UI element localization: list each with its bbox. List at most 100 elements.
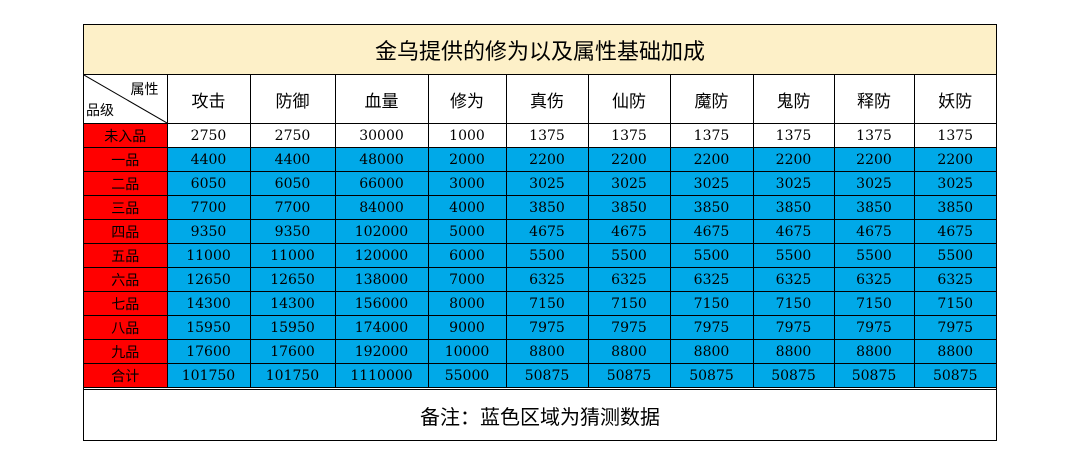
value-cell[interactable]: 6325: [669, 267, 754, 292]
value-cell[interactable]: 5500: [587, 243, 671, 268]
value-cell[interactable]: 6325: [752, 267, 835, 292]
value-cell[interactable]: 7975: [913, 315, 996, 340]
value-cell[interactable]: 84000: [334, 195, 429, 220]
grade-cell[interactable]: 合计: [84, 363, 168, 388]
value-cell[interactable]: 11000: [249, 243, 336, 268]
column-header[interactable]: 真伤: [505, 75, 589, 124]
value-cell[interactable]: 6325: [505, 267, 589, 292]
value-cell[interactable]: 7150: [752, 291, 835, 316]
column-header[interactable]: 血量: [334, 75, 429, 124]
value-cell[interactable]: 4675: [669, 219, 754, 244]
value-cell[interactable]: 2750: [166, 123, 251, 148]
value-cell[interactable]: 5500: [913, 243, 996, 268]
value-cell[interactable]: 8800: [833, 339, 915, 364]
column-header[interactable]: 仙防: [587, 75, 671, 124]
value-cell[interactable]: 3000: [427, 171, 507, 196]
value-cell[interactable]: 50875: [669, 363, 754, 388]
value-cell[interactable]: 1375: [833, 123, 915, 148]
value-cell[interactable]: 4675: [913, 219, 996, 244]
value-cell[interactable]: 120000: [334, 243, 429, 268]
value-cell[interactable]: 1375: [752, 123, 835, 148]
value-cell[interactable]: 50875: [752, 363, 835, 388]
value-cell[interactable]: 1375: [913, 123, 996, 148]
value-cell[interactable]: 2200: [913, 147, 996, 172]
value-cell[interactable]: 102000: [334, 219, 429, 244]
value-cell[interactable]: 7000: [427, 267, 507, 292]
value-cell[interactable]: 3025: [833, 171, 915, 196]
value-cell[interactable]: 8800: [669, 339, 754, 364]
grade-cell[interactable]: 七品: [84, 291, 168, 316]
value-cell[interactable]: 101750: [249, 363, 336, 388]
value-cell[interactable]: 14300: [166, 291, 251, 316]
value-cell[interactable]: 50875: [833, 363, 915, 388]
value-cell[interactable]: 6325: [587, 267, 671, 292]
column-header[interactable]: 妖防: [913, 75, 996, 124]
value-cell[interactable]: 7150: [833, 291, 915, 316]
grade-cell[interactable]: 九品: [84, 339, 168, 364]
column-header[interactable]: 魔防: [669, 75, 754, 124]
value-cell[interactable]: 8000: [427, 291, 507, 316]
value-cell[interactable]: 3850: [669, 195, 754, 220]
column-header[interactable]: 修为: [427, 75, 507, 124]
value-cell[interactable]: 138000: [334, 267, 429, 292]
grade-cell[interactable]: 三品: [84, 195, 168, 220]
value-cell[interactable]: 2200: [505, 147, 589, 172]
value-cell[interactable]: 7700: [166, 195, 251, 220]
value-cell[interactable]: 3025: [505, 171, 589, 196]
value-cell[interactable]: 101750: [166, 363, 251, 388]
value-cell[interactable]: 2000: [427, 147, 507, 172]
value-cell[interactable]: 15950: [249, 315, 336, 340]
value-cell[interactable]: 5500: [669, 243, 754, 268]
value-cell[interactable]: 14300: [249, 291, 336, 316]
value-cell[interactable]: 3850: [587, 195, 671, 220]
value-cell[interactable]: 7975: [752, 315, 835, 340]
value-cell[interactable]: 8800: [752, 339, 835, 364]
value-cell[interactable]: 5500: [505, 243, 589, 268]
value-cell[interactable]: 50875: [913, 363, 996, 388]
grade-cell[interactable]: 一品: [84, 147, 168, 172]
value-cell[interactable]: 7150: [505, 291, 589, 316]
value-cell[interactable]: 48000: [334, 147, 429, 172]
column-header[interactable]: 释防: [833, 75, 915, 124]
value-cell[interactable]: 15950: [166, 315, 251, 340]
value-cell[interactable]: 66000: [334, 171, 429, 196]
grade-cell[interactable]: 八品: [84, 315, 168, 340]
value-cell[interactable]: 10000: [427, 339, 507, 364]
grade-cell[interactable]: 六品: [84, 267, 168, 292]
value-cell[interactable]: 6325: [833, 267, 915, 292]
value-cell[interactable]: 1000: [427, 123, 507, 148]
value-cell[interactable]: 7150: [913, 291, 996, 316]
value-cell[interactable]: 11000: [166, 243, 251, 268]
value-cell[interactable]: 174000: [334, 315, 429, 340]
value-cell[interactable]: 156000: [334, 291, 429, 316]
column-header[interactable]: 攻击: [166, 75, 251, 124]
grade-cell[interactable]: 二品: [84, 171, 168, 196]
value-cell[interactable]: 7700: [249, 195, 336, 220]
value-cell[interactable]: 7975: [587, 315, 671, 340]
value-cell[interactable]: 8800: [505, 339, 589, 364]
value-cell[interactable]: 9350: [249, 219, 336, 244]
value-cell[interactable]: 6000: [427, 243, 507, 268]
value-cell[interactable]: 2200: [833, 147, 915, 172]
value-cell[interactable]: 3025: [752, 171, 835, 196]
value-cell[interactable]: 3025: [669, 171, 754, 196]
value-cell[interactable]: 4000: [427, 195, 507, 220]
value-cell[interactable]: 4675: [587, 219, 671, 244]
column-header[interactable]: 鬼防: [752, 75, 835, 124]
value-cell[interactable]: 7975: [669, 315, 754, 340]
value-cell[interactable]: 3025: [587, 171, 671, 196]
value-cell[interactable]: 5000: [427, 219, 507, 244]
value-cell[interactable]: 3850: [505, 195, 589, 220]
value-cell[interactable]: 6050: [249, 171, 336, 196]
value-cell[interactable]: 1375: [669, 123, 754, 148]
value-cell[interactable]: 6050: [166, 171, 251, 196]
value-cell[interactable]: 5500: [833, 243, 915, 268]
value-cell[interactable]: 30000: [334, 123, 429, 148]
value-cell[interactable]: 2200: [752, 147, 835, 172]
grade-cell[interactable]: 五品: [84, 243, 168, 268]
value-cell[interactable]: 7975: [833, 315, 915, 340]
value-cell[interactable]: 4400: [166, 147, 251, 172]
value-cell[interactable]: 4675: [833, 219, 915, 244]
value-cell[interactable]: 1110000: [334, 363, 429, 388]
value-cell[interactable]: 192000: [334, 339, 429, 364]
